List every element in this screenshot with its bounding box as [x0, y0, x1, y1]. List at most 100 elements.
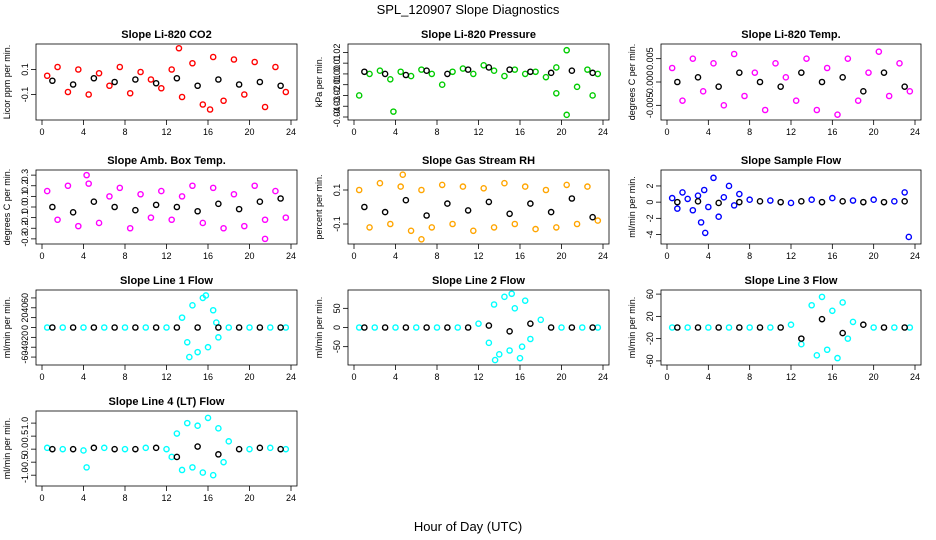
y-tick-label: 60 [645, 289, 655, 299]
data-point [418, 235, 425, 243]
data-point [777, 198, 784, 206]
data-point [230, 56, 238, 63]
data-point [272, 63, 279, 71]
data-point [178, 93, 186, 101]
data-point [251, 58, 258, 66]
data-point [782, 74, 790, 81]
data-point [792, 97, 800, 104]
data-point [194, 422, 201, 430]
data-point [594, 70, 602, 78]
data-point [215, 200, 222, 208]
data-point [470, 70, 477, 78]
data-point [204, 414, 212, 422]
data-point [495, 351, 503, 358]
y-tick-label: -4 [645, 231, 655, 239]
data-point [111, 324, 118, 331]
data-point [485, 339, 493, 347]
data-point [423, 67, 430, 74]
data-point [90, 198, 98, 205]
x-tick-label: 8 [747, 127, 752, 137]
x-tick-label: 12 [161, 251, 171, 261]
y-tick-label: 40 [20, 303, 30, 313]
data-point [235, 81, 243, 88]
data-point [282, 214, 290, 221]
x-tick-label: 8 [434, 251, 439, 261]
data-point [684, 195, 691, 203]
data-point [272, 187, 279, 195]
data-point [875, 48, 883, 55]
y-tick-label: 0.005 [645, 47, 655, 70]
x-tick-label: 12 [161, 127, 171, 137]
data-point [885, 92, 893, 100]
data-point [376, 179, 384, 187]
data-point [839, 329, 846, 337]
data-point [746, 324, 753, 331]
data-point [387, 76, 394, 83]
data-point [491, 356, 499, 364]
data-point [506, 66, 513, 73]
y-tick-label: 0 [332, 325, 342, 330]
data-point [69, 81, 77, 88]
data-point [95, 69, 103, 77]
data-point [137, 68, 144, 76]
series-median [361, 320, 596, 335]
y-tick-label: 0.3 [20, 169, 30, 182]
data-point [225, 438, 233, 445]
data-point [111, 445, 118, 453]
panel-title: Slope Line 1 Flow [120, 275, 213, 287]
data-point [83, 464, 90, 471]
data-point [261, 235, 269, 243]
data-point [282, 88, 290, 96]
data-point [829, 194, 836, 202]
x-tick-label: 8 [122, 372, 127, 382]
data-point [818, 78, 826, 86]
data-point [668, 324, 676, 331]
panel-title: Slope Line 3 Flow [745, 275, 838, 287]
data-point [428, 70, 436, 78]
data-point [736, 198, 743, 206]
chart-panel: Slope Li-820 Temp. 0 4 8 12 16 20 24 -0.0050.000… [627, 29, 922, 137]
y-tick-label: 0.00 [332, 65, 342, 83]
data-point [209, 306, 217, 314]
chart-panel: Slope Line 4 (LT) Flow 0 4 8 12 16 20 24 -1.0-0.… [2, 396, 298, 503]
data-point [246, 445, 253, 453]
data-point [532, 225, 539, 233]
data-point [839, 299, 846, 306]
data-point [521, 70, 529, 78]
data-point [194, 443, 201, 450]
x-tick-label: 24 [910, 372, 920, 382]
y-tick-label: 0.000 [645, 71, 655, 94]
data-point [43, 324, 51, 331]
data-point [220, 458, 227, 466]
data-point [527, 335, 534, 343]
data-point [189, 59, 196, 67]
data-point [563, 111, 570, 119]
data-point [444, 70, 451, 78]
data-point [537, 316, 545, 324]
data-point [506, 328, 513, 335]
data-point [209, 184, 217, 192]
data-point [173, 74, 181, 82]
y-tick-label: 0.1 [20, 190, 30, 203]
data-point [100, 324, 108, 331]
x-tick-label: 12 [161, 493, 171, 503]
data-point [839, 74, 846, 81]
x-tick-label: 24 [598, 127, 608, 137]
y-axis-label: ml/min per min. [314, 297, 324, 359]
data-point [381, 70, 389, 78]
x-tick-label: 12 [473, 251, 483, 261]
data-point [553, 90, 560, 97]
data-point [397, 183, 404, 190]
data-point [75, 222, 82, 230]
data-point [366, 70, 373, 78]
y-tick-label: -0.1 [332, 216, 342, 232]
data-point [178, 466, 186, 474]
data-point [215, 324, 222, 331]
data-point [715, 199, 722, 207]
data-point [501, 293, 508, 301]
data-point [173, 430, 181, 437]
x-tick-label: 8 [122, 251, 127, 261]
y-tick-label: 1.0 [20, 417, 30, 430]
data-point [261, 216, 269, 224]
